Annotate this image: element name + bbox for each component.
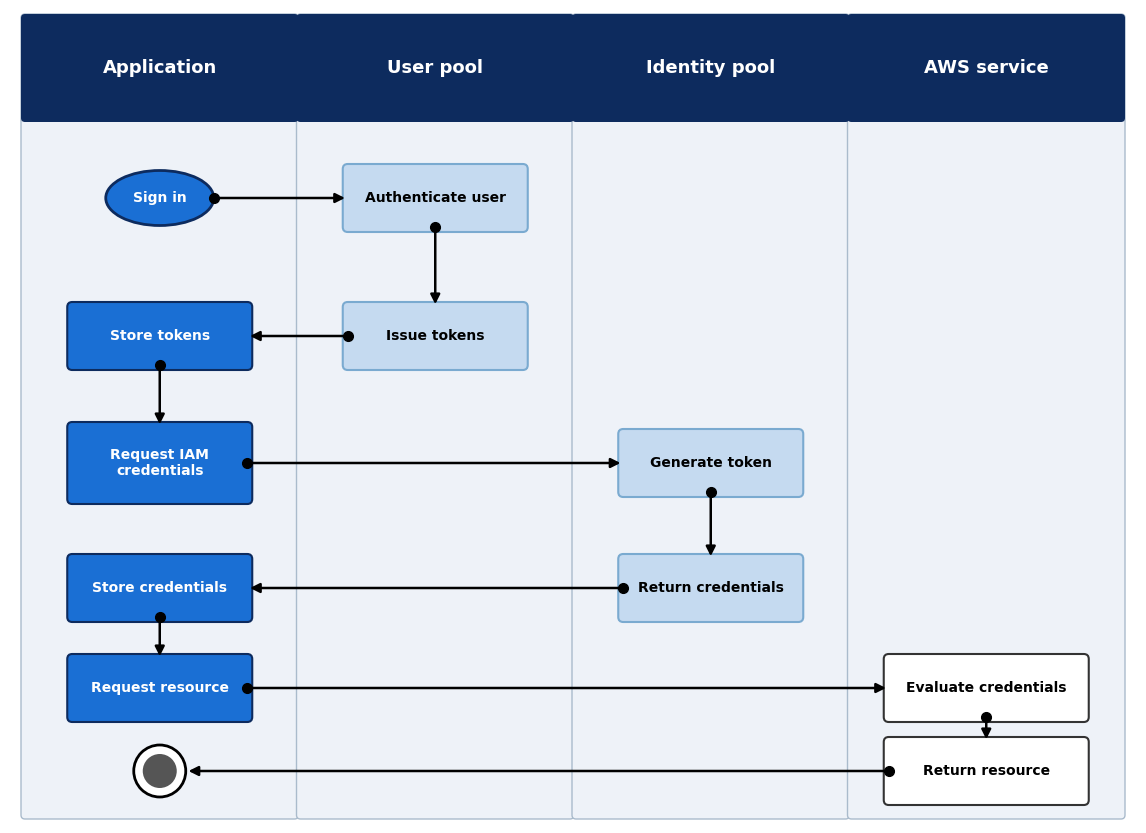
FancyBboxPatch shape: [297, 14, 574, 819]
FancyBboxPatch shape: [343, 302, 528, 370]
FancyBboxPatch shape: [68, 302, 252, 370]
FancyBboxPatch shape: [848, 14, 1125, 122]
Text: AWS service: AWS service: [924, 59, 1049, 77]
FancyBboxPatch shape: [848, 14, 1125, 819]
FancyBboxPatch shape: [21, 14, 298, 819]
FancyBboxPatch shape: [297, 14, 574, 122]
Text: Return resource: Return resource: [923, 764, 1050, 778]
FancyBboxPatch shape: [884, 737, 1089, 805]
Text: User pool: User pool: [387, 59, 484, 77]
FancyBboxPatch shape: [618, 429, 803, 497]
Text: Identity pool: Identity pool: [646, 59, 776, 77]
Circle shape: [134, 745, 186, 797]
FancyBboxPatch shape: [884, 654, 1089, 722]
Text: Return credentials: Return credentials: [638, 581, 784, 595]
FancyBboxPatch shape: [68, 654, 252, 722]
Text: Store credentials: Store credentials: [92, 581, 227, 595]
Text: Sign in: Sign in: [133, 191, 187, 205]
FancyBboxPatch shape: [343, 164, 528, 232]
Text: Issue tokens: Issue tokens: [386, 329, 485, 343]
FancyBboxPatch shape: [618, 554, 803, 622]
FancyBboxPatch shape: [21, 14, 298, 122]
Ellipse shape: [105, 171, 214, 226]
Text: Store tokens: Store tokens: [110, 329, 210, 343]
FancyBboxPatch shape: [68, 422, 252, 504]
FancyBboxPatch shape: [68, 554, 252, 622]
FancyBboxPatch shape: [572, 14, 849, 122]
Text: Request resource: Request resource: [91, 681, 229, 695]
Text: Generate token: Generate token: [650, 456, 771, 470]
Text: Authenticate user: Authenticate user: [364, 191, 505, 205]
Text: Evaluate credentials: Evaluate credentials: [906, 681, 1067, 695]
Text: Request IAM
credentials: Request IAM credentials: [110, 448, 210, 478]
Circle shape: [143, 754, 176, 788]
Text: Application: Application: [103, 59, 217, 77]
FancyBboxPatch shape: [572, 14, 849, 819]
